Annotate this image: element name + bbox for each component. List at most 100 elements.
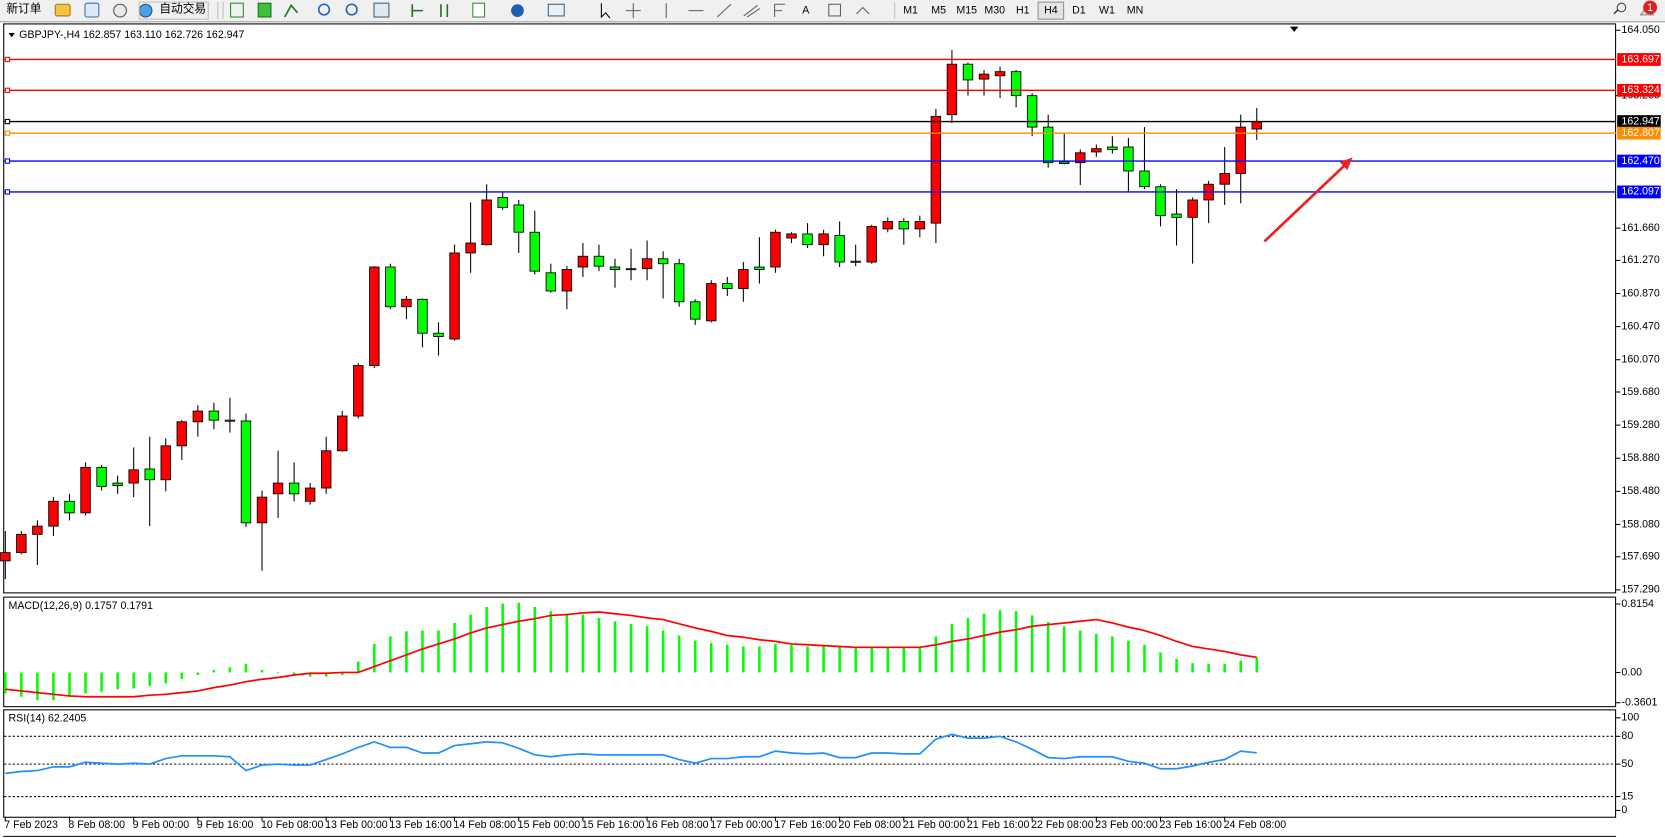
candle-body — [1107, 146, 1118, 150]
candle-body — [978, 73, 990, 80]
macd-bar — [437, 630, 440, 673]
macd-bar — [276, 672, 280, 674]
macd-bar — [20, 672, 23, 697]
timeframe-label: MN — [1127, 4, 1143, 16]
candle-body — [224, 419, 236, 422]
timeframe-button[interactable]: M15 — [956, 4, 977, 16]
x-tick-label: 23 Feb 16:00 — [1159, 819, 1222, 831]
plot-layer: 164.050163.260161.660161.270160.870160.4… — [0, 24, 1661, 831]
timeframe-button[interactable]: M1 — [903, 4, 918, 16]
x-tick-label: 15 Feb 00:00 — [518, 819, 581, 831]
candle-body — [176, 421, 188, 447]
timeframe-button[interactable]: W1 — [1099, 4, 1115, 16]
candle-body — [529, 231, 540, 272]
level-handle — [4, 130, 11, 136]
macd-bar — [597, 617, 601, 673]
candle-body — [128, 469, 139, 484]
timeframe-button[interactable]: M30 — [984, 4, 1005, 16]
macd-bar — [774, 643, 777, 673]
timeframe-button[interactable]: H1 — [1016, 4, 1030, 16]
level-label: 162.807 — [1621, 127, 1659, 139]
macd-bar — [645, 626, 649, 673]
x-tick-label: 8 Feb 08:00 — [68, 819, 125, 831]
timeframe-button[interactable]: MN — [1127, 4, 1143, 16]
macd-bar — [998, 610, 1002, 673]
x-tick-label: 17 Feb 00:00 — [710, 819, 773, 831]
x-tick-label: 7 Feb 2023 — [4, 819, 58, 831]
candle-body — [401, 298, 412, 308]
new-order-button[interactable]: 新订单 — [6, 2, 41, 16]
candle-body — [449, 252, 460, 340]
timeframe-button[interactable]: D1 — [1072, 4, 1086, 16]
level-tag — [1617, 115, 1661, 128]
x-tick-label: 9 Feb 16:00 — [197, 819, 254, 831]
candle-body — [112, 482, 123, 486]
level-label: 163.697 — [1621, 53, 1659, 65]
annotation-arrow — [1263, 157, 1353, 243]
macd-bar — [1062, 626, 1066, 673]
macd-bar — [613, 621, 617, 673]
svg-text:A: A — [802, 4, 810, 16]
auto-trading-button[interactable]: 自动交易 — [138, 1, 209, 20]
candle-body — [369, 266, 380, 366]
candle-body — [1042, 126, 1054, 164]
candle-body — [1155, 186, 1166, 217]
timeframe-label: M15 — [956, 4, 977, 16]
macd-bar — [340, 672, 344, 675]
level-label: 163.324 — [1621, 84, 1659, 96]
macd-bar — [726, 644, 729, 673]
level-handle — [4, 56, 11, 63]
macd-bar — [966, 617, 970, 673]
macd-bar — [84, 672, 87, 694]
candle-body — [994, 71, 1006, 77]
rsi-frame — [3, 709, 1617, 818]
y-tick-label: 100 — [1621, 712, 1639, 724]
y-tick-label: 80 — [1621, 730, 1633, 742]
macd-bar — [1030, 615, 1034, 673]
candle-body — [32, 525, 43, 535]
candle-body — [16, 533, 27, 554]
macd-bar — [324, 672, 328, 677]
macd-bar — [854, 647, 857, 673]
candle-body — [497, 197, 508, 208]
timeframe-button[interactable]: M5 — [931, 4, 946, 16]
macd-bar — [950, 623, 954, 673]
macd-bar — [1239, 660, 1243, 673]
timeframe-button[interactable]: H4 — [1037, 1, 1065, 20]
level-tag — [1617, 185, 1661, 199]
x-tick-label: 15 Feb 16:00 — [582, 819, 645, 831]
macd-bar — [1175, 659, 1178, 673]
candle-body — [208, 410, 220, 421]
macd-bar — [212, 669, 216, 673]
rsi-line — [5, 733, 1257, 775]
x-tick-label: 16 Feb 08:00 — [646, 819, 709, 831]
candle-body — [353, 365, 364, 417]
candle-body — [738, 269, 749, 289]
macd-bar — [1127, 640, 1130, 673]
candle-body — [513, 204, 524, 233]
macd-bar — [1255, 657, 1259, 673]
candle-body — [465, 242, 476, 254]
y-tick-label: 160.470 — [1621, 320, 1659, 332]
notification-badge[interactable]: 1 — [1643, 0, 1658, 15]
candle-body — [0, 552, 11, 562]
macd-bar — [52, 672, 55, 701]
candle-body — [962, 63, 974, 81]
macd-bar — [1223, 664, 1226, 673]
candle-body — [818, 233, 829, 246]
macd-bar — [934, 636, 938, 673]
level-handle — [4, 158, 11, 164]
candle-body — [641, 258, 653, 270]
candle-body — [256, 496, 268, 524]
y-tick-label: 159.680 — [1621, 386, 1659, 398]
macd-bar — [1079, 630, 1082, 673]
macd-bar — [389, 636, 392, 673]
candle-body — [657, 258, 669, 265]
macd-bar — [148, 672, 151, 686]
macd-bar — [421, 630, 424, 673]
x-tick-label: 21 Feb 16:00 — [967, 819, 1030, 831]
macd-bar — [260, 669, 264, 673]
candle-body — [946, 63, 958, 116]
toolbar — [0, 0, 1665, 22]
candle-body — [882, 221, 893, 230]
